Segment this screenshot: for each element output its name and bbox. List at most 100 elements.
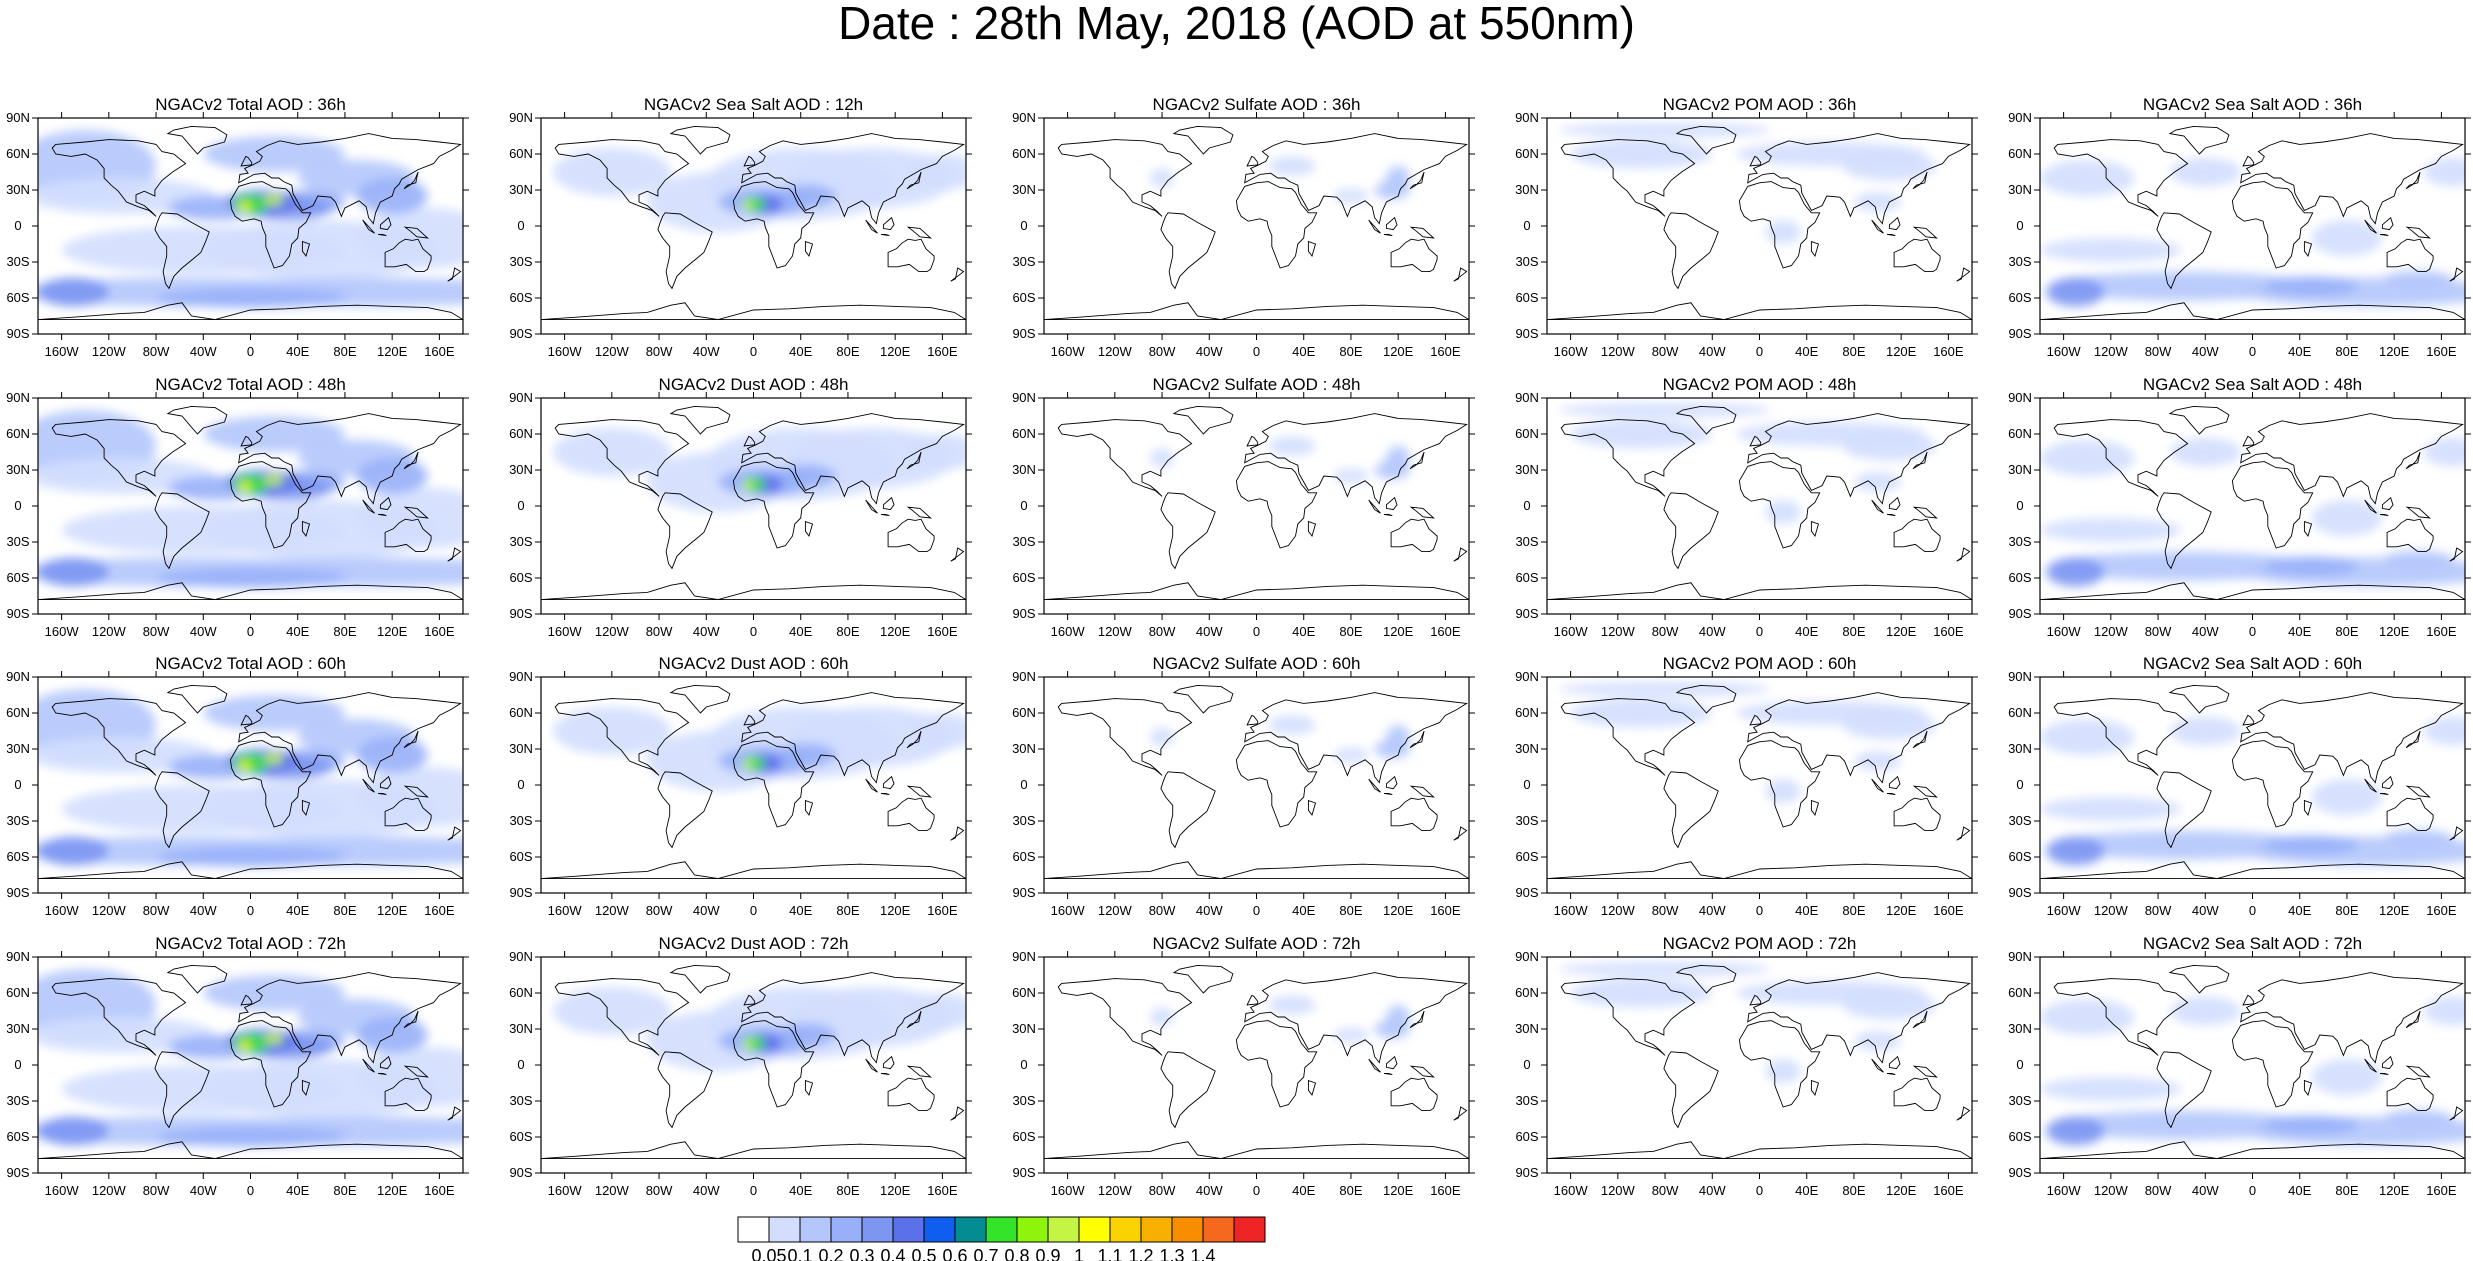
coastlines bbox=[541, 684, 966, 880]
coastline bbox=[804, 799, 814, 816]
lon-tick-label: 120W bbox=[595, 344, 630, 359]
panel-title: NGACv2 Dust AOD : 48h bbox=[659, 375, 849, 394]
lon-tick-label: 120W bbox=[92, 624, 127, 639]
coastline bbox=[166, 405, 228, 435]
coastline bbox=[1912, 506, 1938, 519]
coastline bbox=[403, 1010, 419, 1029]
aod-patch bbox=[1386, 725, 1410, 749]
lat-tick-label: 30N bbox=[2008, 182, 2032, 197]
coastline bbox=[1912, 730, 1928, 749]
coastlines bbox=[541, 405, 966, 601]
coastline bbox=[154, 212, 210, 290]
lat-tick-label: 90N bbox=[1012, 669, 1036, 684]
lat-tick-label: 30N bbox=[6, 741, 30, 756]
lat-tick-label: 90S bbox=[6, 885, 29, 900]
aod-field bbox=[1558, 402, 1937, 524]
coastline bbox=[379, 496, 392, 511]
map-panel: NGACv2 Dust AOD : 60h 160W 120W 80W 40W 0 40E 8… bbox=[509, 654, 972, 918]
coastline bbox=[51, 419, 187, 497]
map-panel: NGACv2 Dust AOD : 72h 160W 120W 80W 40W 0 40E 8… bbox=[509, 934, 972, 1198]
coastline bbox=[229, 1020, 312, 1108]
coastline bbox=[1307, 240, 1317, 257]
aod-patch bbox=[156, 288, 345, 308]
aod-field bbox=[1558, 122, 1937, 244]
aod-patch bbox=[2040, 518, 2182, 542]
colorbar-label: 0.1 bbox=[787, 1246, 812, 1261]
aod-field bbox=[552, 428, 966, 512]
lat-tick-label: 30S bbox=[6, 813, 29, 828]
lon-tick-label: 0 bbox=[1756, 1183, 1763, 1198]
coastline bbox=[2386, 238, 2434, 273]
coastline bbox=[2168, 684, 2230, 714]
lon-tick-label: 40W bbox=[2192, 344, 2219, 359]
aod-patch bbox=[2169, 996, 2241, 1026]
coastline bbox=[906, 506, 932, 519]
lat-tick-label: 0 bbox=[1523, 498, 1530, 513]
coastlines bbox=[1547, 964, 1972, 1160]
lat-tick-label: 60S bbox=[1515, 1129, 1538, 1144]
coastline bbox=[1383, 792, 1393, 796]
coastline bbox=[2040, 582, 2465, 601]
lat-tick-label: 60S bbox=[6, 849, 29, 864]
coastline bbox=[51, 978, 187, 1056]
coastline bbox=[887, 518, 935, 553]
colorbar: 0.05 0.1 0.2 0.3 0.4 0.5 0.6 0.7 0.8 0.9 1 1.1 1.2 1.… bbox=[737, 1216, 1266, 1261]
coastline bbox=[741, 972, 965, 1064]
coastline bbox=[1560, 419, 1696, 497]
coastline bbox=[1547, 1141, 1972, 1160]
lat-tick-label: 90S bbox=[509, 885, 532, 900]
aod-patch bbox=[1842, 431, 1937, 461]
lon-tick-label: 120W bbox=[2094, 624, 2129, 639]
coastline bbox=[732, 461, 815, 549]
colorbar-swatch bbox=[1140, 1216, 1173, 1243]
lon-tick-label: 120W bbox=[595, 624, 630, 639]
coastline bbox=[229, 740, 312, 828]
coastline bbox=[51, 139, 187, 217]
coastline bbox=[554, 139, 690, 217]
lat-tick-label: 90S bbox=[2008, 326, 2031, 341]
lat-tick-label: 0 bbox=[1020, 1057, 1027, 1072]
lon-tick-label: 120W bbox=[1601, 903, 1636, 918]
coastline bbox=[882, 496, 895, 511]
coastline bbox=[2405, 1065, 2431, 1078]
coastline bbox=[240, 155, 253, 167]
lat-tick-label: 0 bbox=[2016, 777, 2023, 792]
lon-tick-label: 40E bbox=[789, 1183, 812, 1198]
aod-patch bbox=[1853, 192, 1902, 212]
coastline bbox=[447, 267, 462, 282]
aod-patch bbox=[238, 761, 251, 771]
lat-tick-label: 90N bbox=[2008, 669, 2032, 684]
aod-field bbox=[552, 148, 966, 232]
lat-tick-label: 30S bbox=[6, 254, 29, 269]
coastline bbox=[1912, 785, 1938, 798]
coastline bbox=[362, 499, 375, 514]
lat-tick-label: 90N bbox=[6, 110, 30, 125]
map-panel: NGACv2 Sea Salt AOD : 12h 160W 120W 80W 40W 0… bbox=[509, 95, 972, 359]
map-background bbox=[1044, 677, 1469, 893]
coastline bbox=[362, 778, 375, 793]
lon-tick-label: 120E bbox=[880, 903, 911, 918]
lon-tick-label: 40W bbox=[1699, 1183, 1726, 1198]
coastline bbox=[1893, 1077, 1941, 1112]
lon-tick-label: 160E bbox=[927, 1183, 958, 1198]
lon-tick-label: 160W bbox=[1051, 1183, 1086, 1198]
coastline bbox=[384, 518, 432, 553]
lat-tick-label: 90N bbox=[6, 669, 30, 684]
lon-tick-label: 160E bbox=[424, 1183, 455, 1198]
lon-tick-label: 80W bbox=[1652, 903, 1679, 918]
coastline bbox=[1368, 219, 1381, 234]
lon-tick-label: 40E bbox=[2288, 903, 2311, 918]
coastline bbox=[1235, 1020, 1318, 1108]
map-panel: NGACv2 Sulfate AOD : 60h 160W 120W 80W 40W 0 4… bbox=[1012, 654, 1475, 918]
coastline bbox=[1244, 692, 1468, 784]
aod-patch bbox=[2040, 160, 2135, 196]
coastline bbox=[1385, 1055, 1398, 1070]
lon-tick-label: 160W bbox=[548, 624, 583, 639]
lon-tick-label: 120E bbox=[2379, 1183, 2410, 1198]
coastline bbox=[669, 405, 731, 435]
lon-tick-label: 80W bbox=[646, 624, 673, 639]
colorbar-label: 0.2 bbox=[818, 1246, 843, 1261]
coastline bbox=[1560, 139, 1696, 217]
coastline bbox=[38, 861, 463, 880]
lat-tick-label: 60N bbox=[1012, 705, 1036, 720]
